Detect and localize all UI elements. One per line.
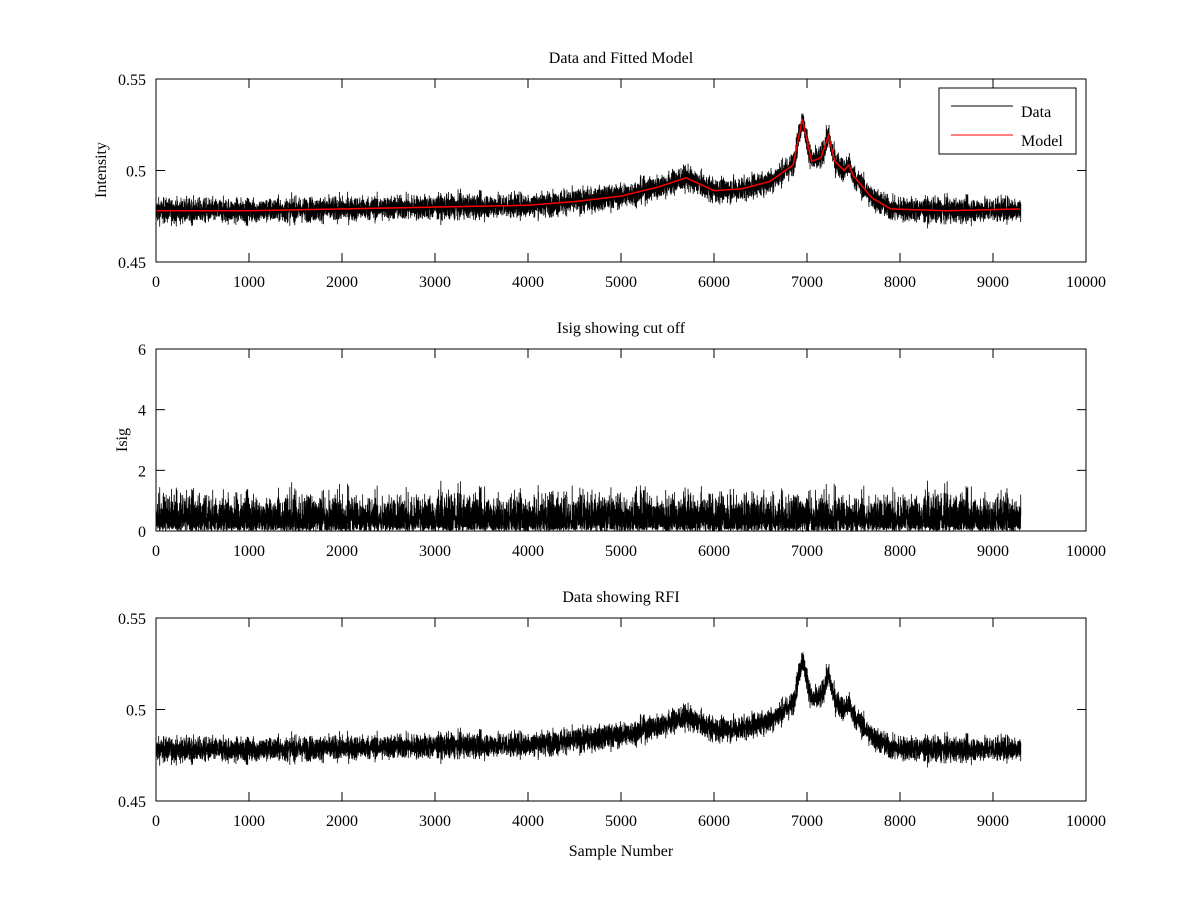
x-tick-label: 5000 <box>605 543 637 560</box>
y-tick-label: 0.45 <box>118 255 146 272</box>
legend-data-label: Data <box>1021 104 1051 121</box>
plot3-xlabel: Sample Number <box>569 843 674 860</box>
plot3-axes-box <box>155 617 1087 802</box>
y-tick-label: 4 <box>138 403 146 420</box>
plot2-series-isig <box>155 480 1022 533</box>
x-tick-label: 7000 <box>791 543 823 560</box>
plot3-series-data <box>155 652 1022 768</box>
x-tick-label: 6000 <box>698 543 730 560</box>
x-tick-label: 0 <box>152 274 160 291</box>
y-tick-label: 6 <box>138 342 146 359</box>
x-tick-label: 8000 <box>884 274 916 291</box>
x-tick-label: 9000 <box>977 274 1009 291</box>
x-tick-label: 7000 <box>791 813 823 830</box>
x-tick-label: 4000 <box>512 543 544 560</box>
x-tick-label: 2000 <box>326 274 358 291</box>
y-tick-label: 2 <box>138 463 146 480</box>
x-tick-label: 9000 <box>977 543 1009 560</box>
x-tick-label: 10000 <box>1066 274 1106 291</box>
x-tick-label: 8000 <box>884 813 916 830</box>
x-tick-label: 9000 <box>977 813 1009 830</box>
x-tick-label: 3000 <box>419 543 451 560</box>
x-tick-label: 2000 <box>326 813 358 830</box>
x-tick-label: 5000 <box>605 813 637 830</box>
legend-box <box>938 87 1077 155</box>
x-tick-label: 1000 <box>233 543 265 560</box>
x-tick-label: 4000 <box>512 813 544 830</box>
plot1-title: Data and Fitted Model <box>549 50 694 67</box>
x-tick-label: 10000 <box>1066 543 1106 560</box>
legend: Data Model <box>938 87 1077 155</box>
x-tick-label: 1000 <box>233 274 265 291</box>
legend-model-label: Model <box>1021 133 1063 150</box>
x-tick-label: 6000 <box>698 274 730 291</box>
x-tick-label: 0 <box>152 543 160 560</box>
y-tick-label: 0.5 <box>126 164 146 181</box>
x-tick-label: 10000 <box>1066 813 1106 830</box>
x-tick-label: 3000 <box>419 274 451 291</box>
y-tick-label: 0.55 <box>118 72 146 89</box>
x-tick-label: 5000 <box>605 274 637 291</box>
plot1-series-data <box>155 113 1022 229</box>
plot1-series-model <box>156 119 1020 212</box>
plot2-title: Isig showing cut off <box>557 320 686 337</box>
x-tick-label: 8000 <box>884 543 916 560</box>
x-tick-label: 7000 <box>791 274 823 291</box>
x-tick-label: 1000 <box>233 813 265 830</box>
x-tick-label: 0 <box>152 813 160 830</box>
x-tick-label: 4000 <box>512 274 544 291</box>
y-tick-label: 0.55 <box>118 611 146 628</box>
y-tick-label: 0.45 <box>118 794 146 811</box>
x-tick-label: 3000 <box>419 813 451 830</box>
plot2-ylabel: Isig <box>114 428 131 452</box>
x-tick-label: 6000 <box>698 813 730 830</box>
x-tick-label: 2000 <box>326 543 358 560</box>
y-tick-label: 0.5 <box>126 703 146 720</box>
y-tick-label: 0 <box>138 524 146 541</box>
plot1-ylabel: Intensity <box>93 142 110 198</box>
plot3-title: Data showing RFI <box>562 589 679 606</box>
